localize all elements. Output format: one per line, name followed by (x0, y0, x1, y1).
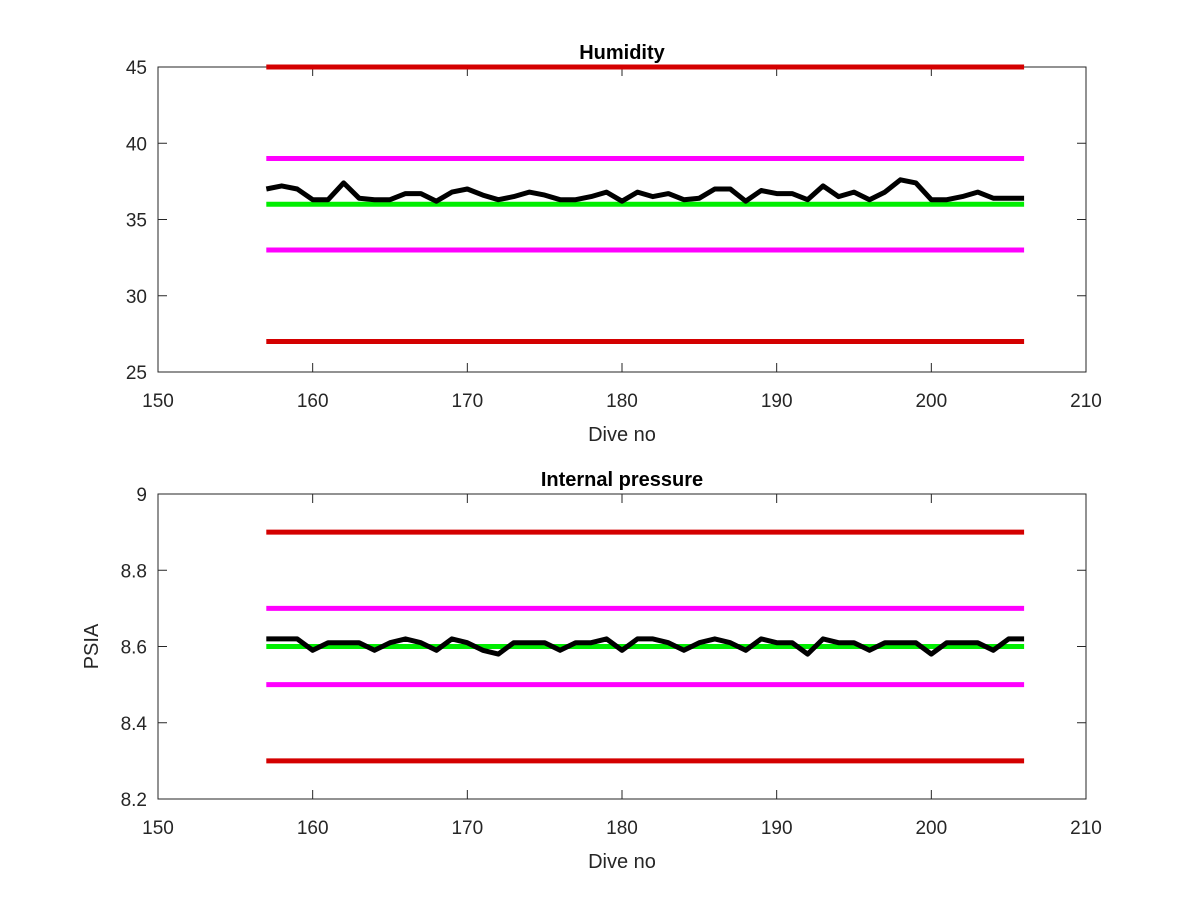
chart-title: Humidity (579, 42, 665, 64)
x-axis-label: Dive no (588, 424, 656, 446)
series-line-5 (266, 636, 1025, 657)
series-line-5 (265, 177, 1025, 204)
y-tick-label: 45 (126, 58, 147, 79)
y-tick-label: 9 (136, 485, 147, 506)
chart-title: Internal pressure (541, 469, 703, 491)
x-tick-label: 170 (451, 391, 483, 412)
internal-pressure-plot: 150 160 170 180 190 200 210 8.2 8.4 8.6 8.8 9 Intern… (81, 469, 1102, 873)
x-tick-label: 180 (606, 391, 638, 412)
x-tick-label: 200 (915, 391, 947, 412)
x-tick-label: 210 (1070, 391, 1102, 412)
x-tick-label: 200 (915, 818, 947, 839)
x-axis-label: Dive no (588, 851, 656, 873)
x-tick-label: 160 (297, 391, 329, 412)
y-tick-label: 35 (126, 211, 147, 232)
humidity-plot: 150 160 170 180 190 200 210 25 30 35 40 45 Humidity D… (126, 42, 1102, 446)
axes-box (157, 66, 1087, 373)
y-tick-label: 25 (126, 363, 147, 384)
y-tick-label: 8.4 (121, 714, 148, 735)
y-tick-label: 8.2 (121, 790, 147, 811)
x-tick-label: 150 (142, 818, 174, 839)
x-tick-label: 190 (761, 818, 793, 839)
y-axis-label: PSIA (81, 623, 103, 669)
x-tick-label: 180 (606, 818, 638, 839)
x-tick-label: 150 (142, 391, 174, 412)
y-tick-label: 30 (126, 287, 147, 308)
x-tick-label: 160 (297, 818, 329, 839)
y-tick-label: 8.6 (121, 638, 147, 659)
x-tick-label: 210 (1070, 818, 1102, 839)
x-tick-label: 170 (451, 818, 483, 839)
x-tick-label: 190 (761, 391, 793, 412)
y-tick-label: 8.8 (121, 561, 147, 582)
y-tick-label: 40 (126, 134, 147, 155)
